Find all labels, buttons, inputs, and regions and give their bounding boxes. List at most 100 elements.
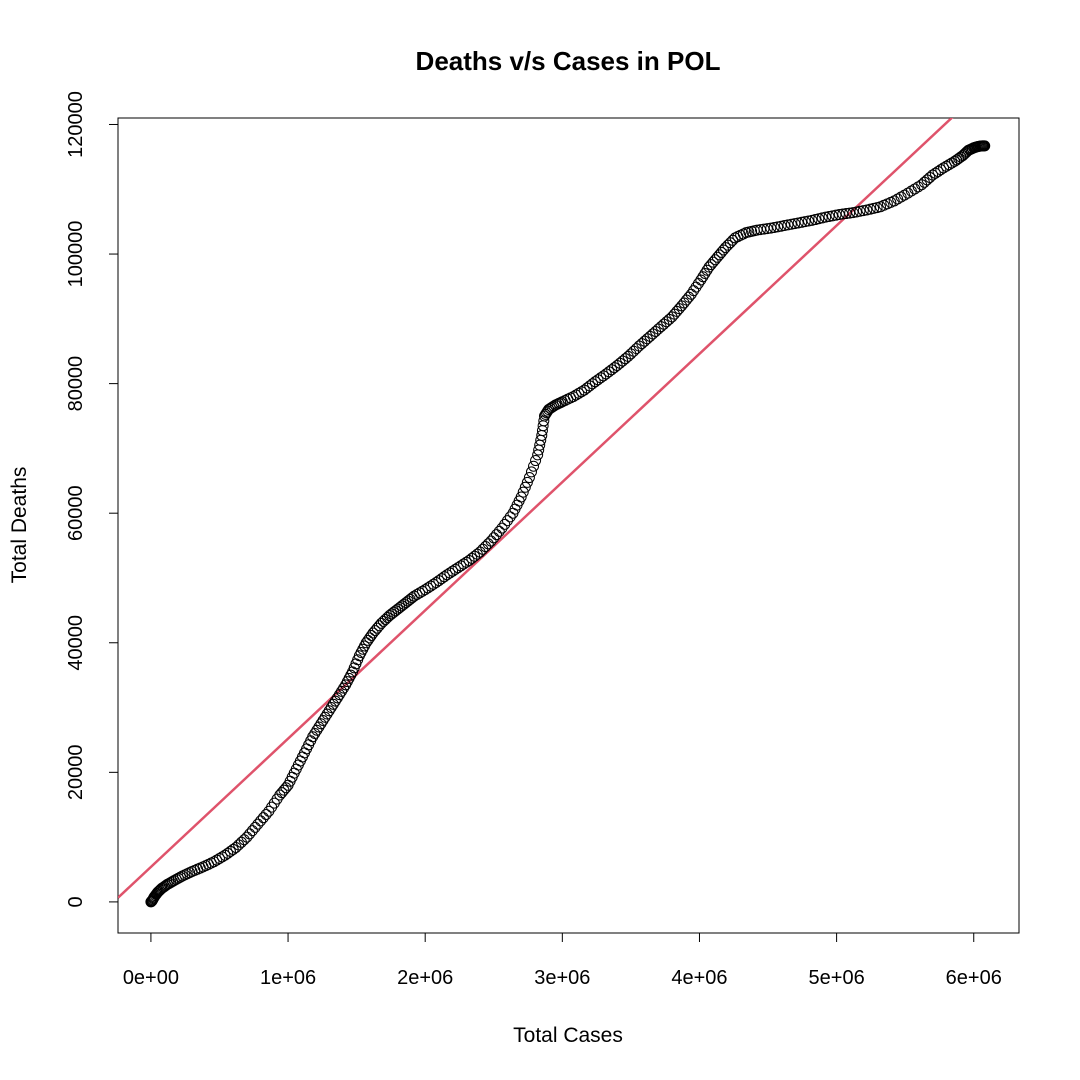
data-point [927, 169, 939, 181]
data-point [315, 718, 327, 730]
data-point [499, 518, 511, 530]
data-point [775, 220, 787, 232]
data-point [525, 466, 537, 478]
data-point [761, 223, 773, 235]
data-point [697, 271, 709, 283]
data-point [813, 213, 825, 225]
data-point [493, 525, 505, 537]
data-point [491, 529, 503, 541]
data-point [469, 550, 481, 562]
data-point [606, 364, 618, 376]
y-tick-label: 120000 [65, 91, 87, 158]
data-point [538, 415, 550, 427]
data-point [504, 511, 516, 523]
y-tick-label: 60000 [65, 485, 87, 541]
data-point [979, 140, 991, 152]
data-point [868, 202, 880, 214]
data-point [441, 569, 453, 581]
x-tick-label: 2e+06 [397, 967, 453, 989]
data-point [319, 711, 331, 723]
data-point [482, 538, 494, 550]
data-point [924, 171, 936, 183]
data-point [329, 695, 341, 707]
data-point [940, 160, 952, 172]
data-point [438, 571, 450, 583]
data-point [224, 845, 236, 857]
data-point [257, 812, 269, 824]
data-point [586, 378, 598, 390]
data-point [280, 782, 292, 794]
y-tick-label: 100000 [65, 221, 87, 288]
data-point [573, 387, 585, 399]
x-axis-label: Total Cases [513, 1024, 623, 1047]
data-point [411, 588, 423, 600]
data-point [211, 854, 223, 866]
data-point [768, 221, 780, 233]
data-point [422, 582, 434, 594]
data-point [802, 215, 814, 227]
regression-line [118, 118, 954, 899]
x-tick-label: 3e+06 [534, 967, 590, 989]
data-point [477, 543, 489, 555]
data-point [938, 162, 950, 174]
data-point [466, 552, 478, 564]
data-point [480, 541, 492, 553]
data-point [255, 815, 267, 827]
data-point [830, 209, 842, 221]
data-point [474, 546, 486, 558]
data-point [246, 825, 258, 837]
data-point [628, 345, 640, 357]
x-tick-label: 1e+06 [260, 967, 316, 989]
data-point [419, 584, 431, 596]
data-point [377, 615, 389, 627]
data-point [600, 368, 612, 380]
data-point [929, 167, 941, 179]
data-point [699, 267, 711, 279]
data-point [444, 567, 456, 579]
data-point [935, 164, 947, 176]
data-point [840, 208, 852, 220]
data-point [463, 554, 475, 566]
data-point [244, 828, 256, 840]
data-point [433, 575, 445, 587]
data-point [213, 852, 225, 864]
data-point [488, 532, 500, 544]
data-point [850, 206, 862, 218]
data-point [854, 205, 866, 217]
data-point [222, 847, 234, 859]
regression-line-layer [118, 118, 954, 899]
data-point [379, 613, 391, 625]
data-point [496, 522, 508, 534]
data-point [416, 585, 428, 597]
data-point [458, 558, 470, 570]
data-point [701, 264, 713, 276]
data-point [460, 556, 472, 568]
data-point [581, 382, 593, 394]
data-point [311, 724, 323, 736]
y-tick-label: 20000 [65, 745, 87, 801]
data-point [823, 210, 835, 222]
data-point [408, 590, 420, 602]
data-point [338, 682, 350, 694]
data-point [844, 207, 856, 219]
data-point [820, 211, 832, 223]
data-point [530, 455, 542, 467]
data-point [826, 210, 838, 222]
data-point [758, 223, 770, 235]
data-point [519, 481, 531, 493]
data-point [857, 205, 869, 217]
data-point [592, 374, 604, 386]
data-point [309, 727, 321, 739]
plot-frame [117, 117, 1020, 934]
data-point [792, 217, 804, 229]
data-point [333, 689, 345, 701]
data-point [515, 491, 527, 503]
y-axis-label: Total Deaths [8, 467, 31, 584]
data-points [145, 140, 991, 908]
data-point [452, 562, 464, 574]
data-point [871, 202, 883, 214]
data-point [307, 731, 319, 743]
x-tick-label: 5e+06 [809, 967, 865, 989]
data-point [521, 476, 533, 488]
data-point [485, 535, 497, 547]
